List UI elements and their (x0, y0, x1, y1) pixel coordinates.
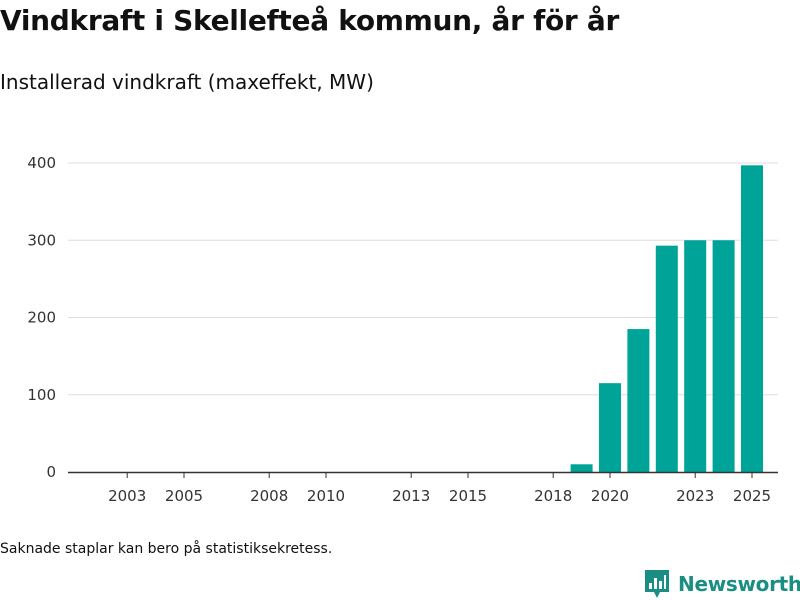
y-tick-label-200: 200 (27, 309, 56, 327)
bar-2025[interactable] (741, 165, 763, 472)
y-tick-label-300: 300 (27, 231, 56, 249)
x-tick-label-2013: 2013 (392, 487, 430, 505)
x-tick-label-2020: 2020 (591, 487, 629, 505)
chart-subtitle: Installerad vindkraft (maxeffekt, MW) (0, 70, 374, 94)
y-axis-ticks: 0 100 200 300 400 (27, 154, 56, 481)
bar-2021[interactable] (627, 329, 650, 472)
x-tick-label-2018: 2018 (534, 487, 572, 505)
bar-2019[interactable] (570, 464, 593, 472)
x-tick-label-2023: 2023 (676, 487, 714, 505)
bars (570, 165, 763, 472)
y-tick-label-0: 0 (46, 463, 56, 481)
x-tick-label-2015: 2015 (449, 487, 487, 505)
footnote: Saknade staplar kan bero på statistiksek… (0, 541, 333, 557)
bar-2024[interactable] (712, 240, 735, 472)
newsworthy-logo[interactable]: Newsworthy (644, 569, 800, 599)
newsworthy-logo-icon (645, 570, 669, 598)
x-tick-label-2003: 2003 (108, 487, 146, 505)
x-tick-label-2005: 2005 (165, 487, 203, 505)
bar-2023[interactable] (684, 240, 707, 472)
x-axis-ticks: 2003 2005 2008 2010 2013 2015 2018 2020 2023 2025 (108, 473, 771, 505)
bar-2020[interactable] (599, 383, 621, 472)
x-tick-label-2010: 2010 (307, 487, 345, 505)
brand-name: Newsworthy (678, 572, 800, 596)
chart-title: Vindkraft i Skellefteå kommun, år för år (0, 4, 619, 37)
x-tick-label-2025: 2025 (733, 487, 771, 505)
y-tick-label-100: 100 (27, 386, 56, 404)
y-tick-label-400: 400 (27, 154, 56, 172)
bar-2022[interactable] (655, 245, 678, 472)
x-tick-label-2008: 2008 (250, 487, 288, 505)
